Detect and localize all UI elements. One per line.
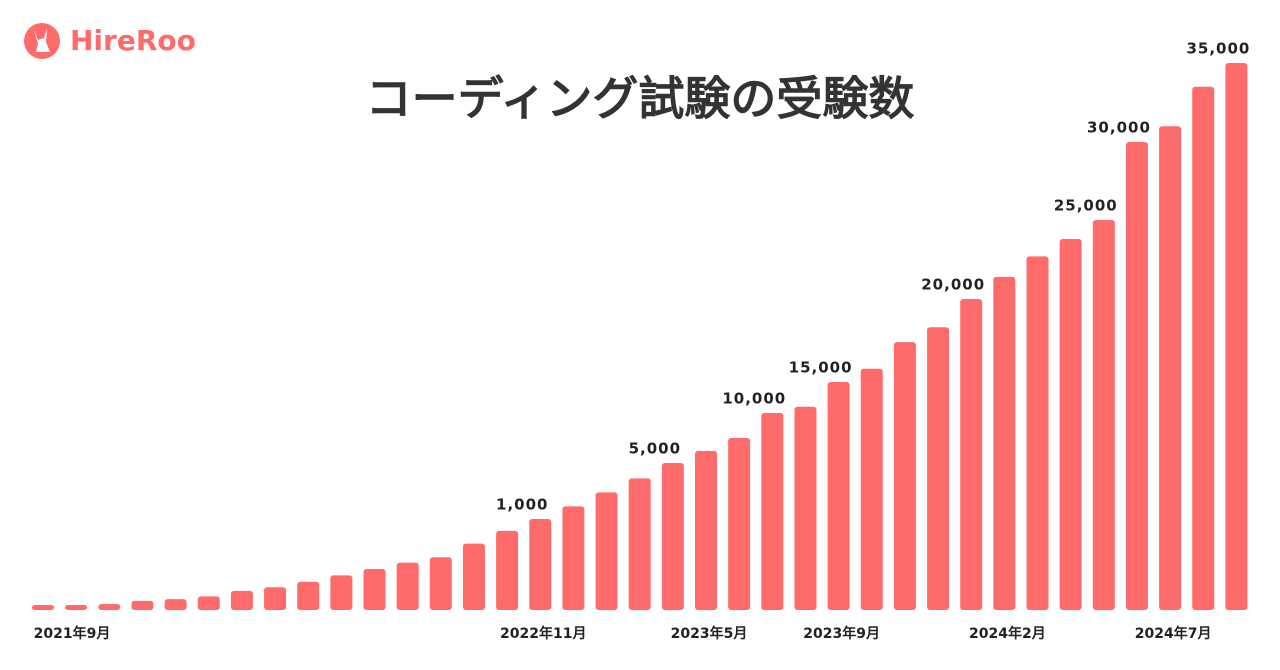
bar: [761, 413, 784, 610]
value-label: 1,000: [496, 496, 548, 514]
chart-title: コーディング試験の受験数: [366, 72, 915, 126]
bar: [230, 590, 253, 610]
bar: [264, 587, 287, 610]
bar: [728, 438, 751, 610]
bar: [695, 451, 717, 610]
value-label: 35,000: [1186, 40, 1250, 58]
bar: [1159, 126, 1182, 610]
bar: [197, 596, 220, 610]
x-tick-label: 2023年5月: [671, 625, 748, 642]
bar: [496, 530, 519, 610]
bar: [595, 492, 618, 610]
x-tick-label: 2023年9月: [803, 625, 880, 642]
bar: [993, 276, 1016, 610]
value-label: 5,000: [629, 440, 681, 458]
bar: [65, 604, 88, 610]
bar: [661, 463, 684, 610]
logo-text: HireRoo: [70, 24, 196, 57]
bar: [330, 575, 353, 610]
bar: [363, 569, 386, 610]
x-tick-label: 2022年11月: [500, 625, 586, 642]
value-label: 25,000: [1054, 197, 1118, 215]
bar: [893, 342, 916, 610]
bar: [462, 543, 485, 610]
bar: [860, 368, 883, 610]
logo-icon-shape: [34, 29, 50, 52]
bar: [396, 562, 419, 610]
x-tick-label: 2024年7月: [1135, 625, 1212, 642]
value-label: 30,000: [1087, 119, 1151, 137]
value-label: 20,000: [921, 276, 985, 294]
bar: [529, 519, 552, 610]
bar: [562, 506, 585, 610]
bar: [1092, 220, 1115, 610]
bar: [927, 327, 950, 610]
bar: [131, 600, 154, 610]
logo: HireRoo: [24, 23, 196, 59]
bar: [628, 478, 651, 610]
value-label: 10,000: [722, 390, 786, 408]
bar: [1225, 63, 1248, 610]
x-tick-label: 2024年2月: [969, 625, 1046, 642]
bar: [827, 382, 850, 610]
bar: [1192, 86, 1215, 610]
bar: [1125, 142, 1148, 610]
bar: [164, 599, 187, 610]
bar: [32, 604, 54, 610]
bar: [794, 406, 817, 610]
bar: [1059, 238, 1082, 610]
bar: [297, 581, 320, 610]
bar: [960, 299, 983, 610]
x-tick-label: 2021年9月: [34, 625, 111, 642]
value-label: 15,000: [789, 359, 853, 377]
bar: [1026, 256, 1049, 610]
bar: [429, 557, 452, 610]
bar: [98, 603, 121, 610]
